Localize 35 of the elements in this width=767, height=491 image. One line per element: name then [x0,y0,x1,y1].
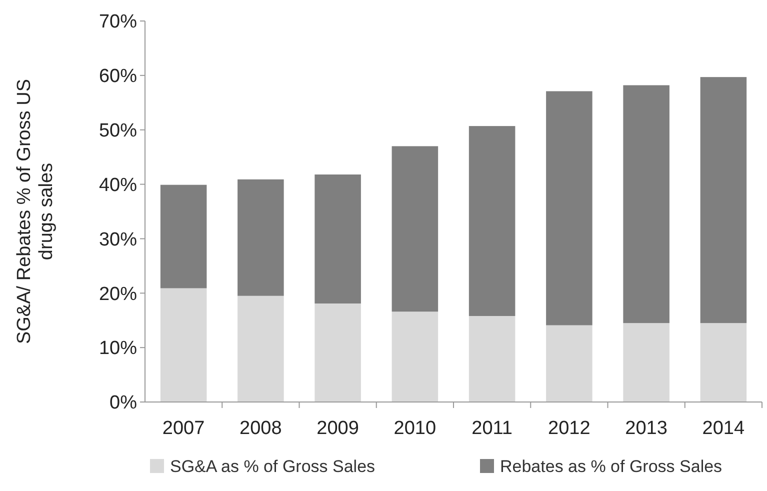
y-tick-label: 10% [98,338,138,360]
bar [700,323,747,402]
x-tick-label: 2010 [394,418,436,439]
x-tick-label: 2009 [316,418,359,439]
bar [238,296,284,402]
bar [700,77,747,324]
x-tick-label: 2014 [702,418,745,439]
y-tick-label: 40% [98,174,138,196]
x-tick-label: 2013 [625,418,668,439]
bar [238,179,284,296]
y-tick-label: 30% [98,229,138,250]
y-tick-label: 0% [110,392,138,414]
bar [623,85,670,324]
bar [546,91,592,326]
bar [160,288,207,402]
x-tick-label: 2012 [548,418,590,439]
legend-label: SG&A as % of Gross Sales [170,456,376,476]
bar [468,316,516,402]
x-tick-label: 2007 [162,418,205,439]
y-tick-label: 70% [98,12,138,33]
x-tick-label: 2008 [240,418,282,439]
bar [160,184,207,288]
bar [623,323,670,402]
y-tick-label: 20% [98,284,138,305]
y-tick-label: 60% [98,66,138,88]
bar [314,174,361,304]
bar [392,146,438,312]
bar [392,312,438,402]
bar [546,325,592,402]
bar [468,126,516,316]
bar [314,303,361,402]
legend-label: Rebates as % of Gross Sales [500,456,722,476]
x-tick-label: 2011 [472,418,512,439]
y-axis-title: SG&A/ Rebates % of Gross US drugs sales [14,78,57,344]
y-tick-label: 50% [98,120,138,142]
